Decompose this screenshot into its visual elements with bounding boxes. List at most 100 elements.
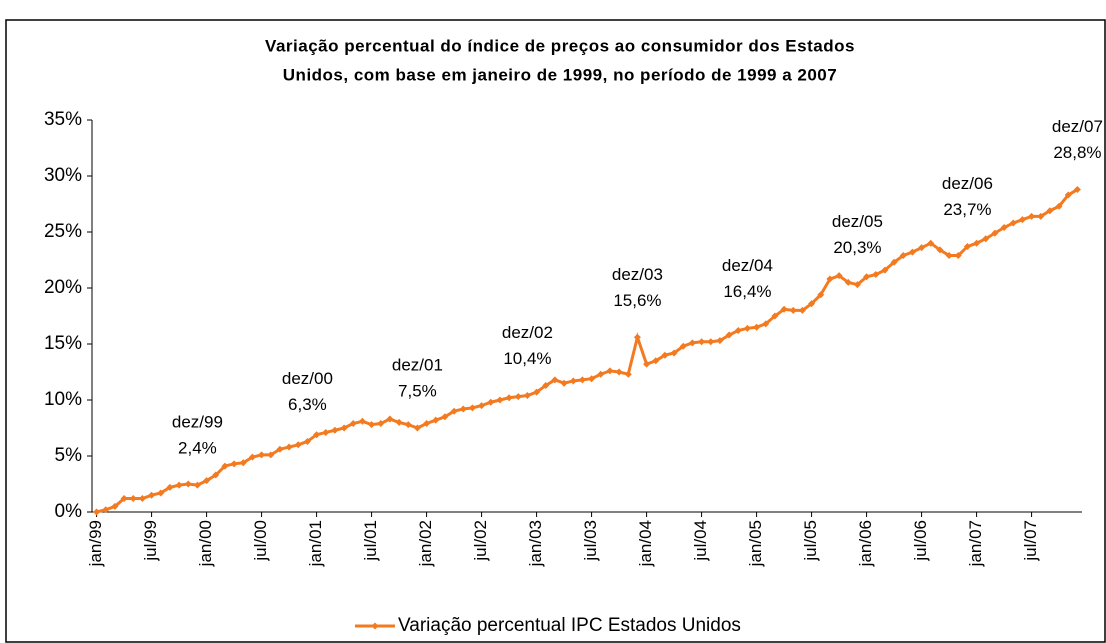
x-tick-label: jan/07 (966, 520, 985, 567)
data-point (239, 459, 247, 467)
data-point (945, 252, 953, 260)
annotation-date: dez/07 (1052, 117, 1103, 136)
y-tick-label: 15% (44, 333, 82, 354)
data-point (890, 258, 898, 266)
annotation-value: 15,6% (613, 291, 661, 310)
data-point (368, 421, 376, 429)
data-point (1037, 212, 1045, 220)
x-tick-label: jan/02 (416, 520, 435, 567)
data-point (459, 405, 467, 413)
data-point (175, 481, 183, 489)
data-point (276, 445, 284, 453)
data-point (908, 248, 916, 256)
x-tick-label: jan/03 (526, 520, 545, 567)
data-point (927, 239, 935, 247)
y-tick-label: 5% (55, 445, 83, 466)
data-point (120, 495, 128, 503)
data-point (771, 312, 779, 320)
data-point (166, 483, 174, 491)
data-point (221, 462, 229, 470)
data-point (193, 481, 201, 489)
data-point (248, 453, 256, 461)
data-point (863, 273, 871, 281)
data-point (652, 357, 660, 365)
data-point (1064, 191, 1072, 199)
annotation-date: dez/01 (392, 355, 443, 374)
data-point (918, 244, 926, 252)
data-point (670, 349, 678, 357)
annotation-value: 10,4% (503, 349, 551, 368)
data-point (358, 417, 366, 425)
data-point (340, 424, 348, 432)
data-point (148, 491, 156, 499)
data-point (1009, 219, 1017, 227)
data-point (973, 239, 981, 247)
data-point (129, 495, 137, 503)
data-point (826, 275, 834, 283)
data-point (899, 252, 907, 260)
data-point (404, 421, 412, 429)
data-point (514, 393, 522, 401)
x-tick-label: jul/04 (691, 520, 710, 562)
data-point (441, 413, 449, 421)
data-point (505, 394, 513, 402)
data-point (963, 243, 971, 251)
annotation-value: 7,5% (398, 381, 437, 400)
data-point (450, 407, 458, 415)
data-point (303, 437, 311, 445)
data-point (542, 381, 550, 389)
x-tick-label: jan/01 (306, 520, 325, 567)
annotation-date: dez/06 (942, 174, 993, 193)
annotation-value: 20,3% (833, 238, 881, 257)
data-point (688, 339, 696, 347)
legend-marker (371, 622, 379, 630)
data-point (496, 396, 504, 404)
data-point (982, 235, 990, 243)
data-point (707, 338, 715, 346)
data-point (533, 388, 541, 396)
x-tick-label: jul/03 (581, 520, 600, 562)
x-tick-label: jan/05 (746, 520, 765, 567)
data-point (954, 252, 962, 260)
data-point (203, 477, 211, 485)
data-point (478, 402, 486, 410)
data-point (798, 306, 806, 314)
data-point (661, 351, 669, 359)
x-tick-label: jul/06 (911, 520, 930, 562)
x-tick-label: jul/01 (361, 520, 380, 562)
chart-border (5, 19, 1106, 643)
annotation-date: dez/05 (832, 212, 883, 231)
data-point (157, 489, 165, 497)
y-tick-label: 10% (44, 389, 82, 410)
data-point (743, 324, 751, 332)
data-point (138, 495, 146, 503)
data-point (569, 377, 577, 385)
data-point (102, 506, 110, 514)
annotation-date: dez/04 (722, 256, 773, 275)
annotation-date: dez/99 (172, 413, 223, 432)
data-point (1028, 212, 1036, 220)
data-point (1055, 202, 1063, 210)
data-point (808, 300, 816, 308)
x-tick-label: jan/00 (196, 520, 215, 567)
legend-label: Variação percentual IPC Estados Unidos (398, 615, 741, 636)
data-point (817, 291, 825, 299)
annotation-value: 16,4% (723, 282, 771, 301)
data-point (734, 327, 742, 335)
data-point (679, 342, 687, 350)
data-point (184, 480, 192, 488)
data-point (597, 370, 605, 378)
data-point (386, 415, 394, 423)
annotation-date: dez/02 (502, 323, 553, 342)
data-point (313, 431, 321, 439)
data-point (349, 420, 357, 428)
data-point (551, 376, 559, 384)
data-point (936, 246, 944, 254)
data-point (698, 338, 706, 346)
data-point (853, 281, 861, 289)
data-point (881, 266, 889, 274)
x-tick-label: jan/99 (86, 520, 105, 567)
x-tick-label: jul/05 (801, 520, 820, 562)
data-point (606, 367, 614, 375)
